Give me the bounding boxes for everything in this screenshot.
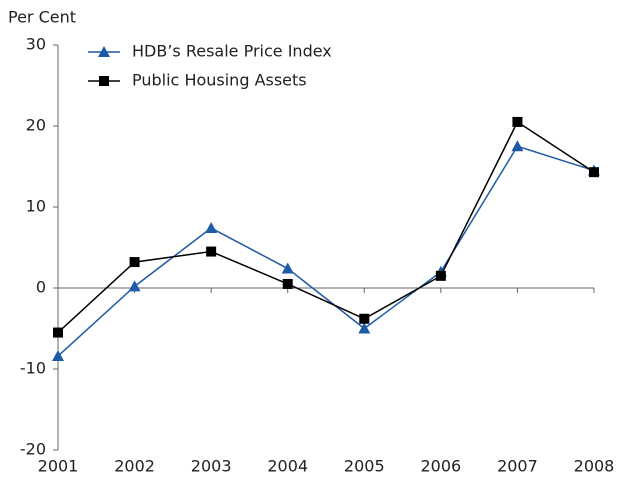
point [281, 262, 294, 274]
y-tick-label: 0 [36, 278, 46, 297]
point [512, 116, 523, 127]
x-tick-label: 2001 [38, 457, 79, 476]
point [435, 270, 446, 281]
legend-label: Public Housing Assets [132, 71, 307, 90]
point [52, 350, 64, 362]
series-line [57, 145, 595, 357]
y-tick-label: 30 [26, 35, 46, 54]
point [129, 257, 140, 268]
x-tick-label: 2007 [497, 457, 538, 476]
y-tick-label: -20 [20, 440, 46, 459]
point [358, 322, 371, 334]
point [205, 222, 218, 234]
point [359, 313, 370, 324]
point [206, 246, 217, 257]
point [98, 46, 110, 57]
y-tick-label: 20 [26, 116, 46, 135]
point [53, 327, 63, 338]
point [128, 280, 141, 292]
x-tick-label: 2008 [574, 457, 615, 476]
point [589, 167, 599, 178]
legend-label: HDB’s Resale Price Index [132, 42, 332, 61]
point [282, 278, 293, 289]
x-tick-label: 2002 [114, 457, 155, 476]
x-tick-label: 2004 [267, 457, 308, 476]
point [511, 140, 524, 152]
series-line [57, 120, 595, 334]
y-tick-label: -10 [20, 359, 46, 378]
x-tick-label: 2003 [191, 457, 232, 476]
y-axis-label: Per Cent [8, 8, 76, 27]
x-tick-label: 2005 [344, 457, 385, 476]
point [99, 76, 109, 86]
x-tick-label: 2006 [420, 457, 461, 476]
y-tick-label: 10 [26, 197, 46, 216]
